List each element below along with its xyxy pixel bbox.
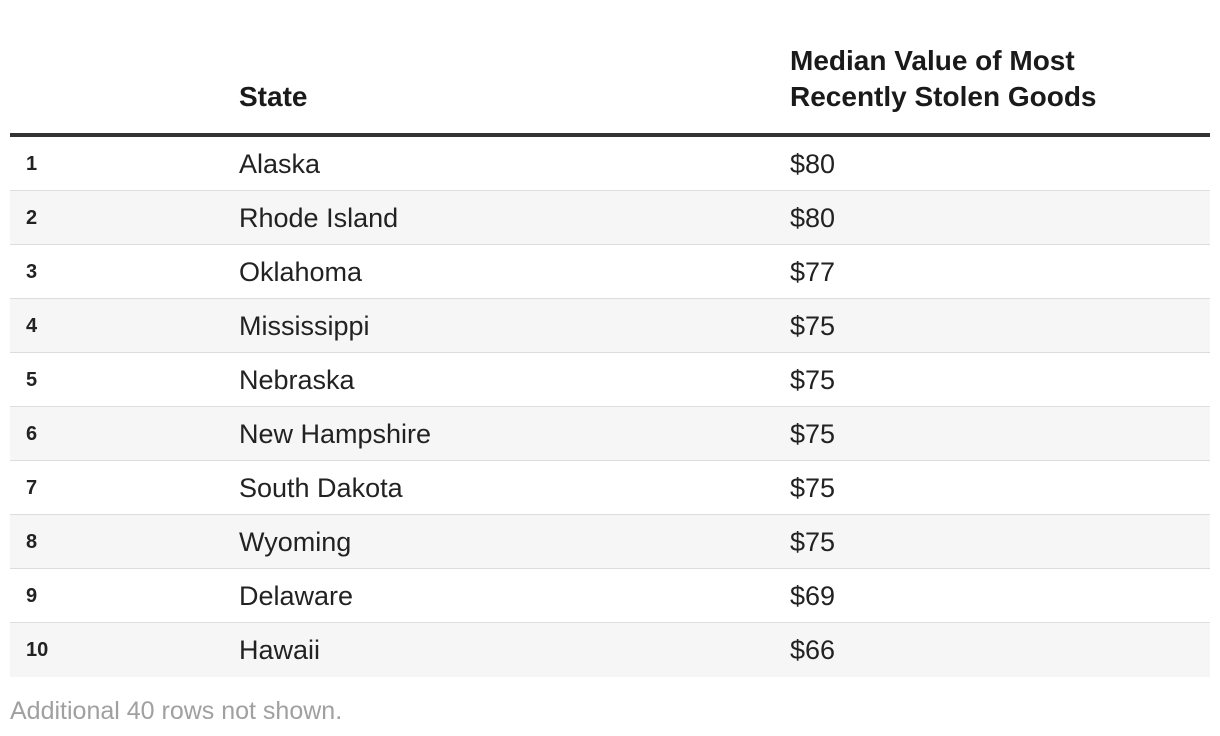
table-row: 6 New Hampshire $75	[10, 407, 1210, 461]
table-body: 1 Alaska $80 2 Rhode Island $80 3 Oklahoma $77 4 M…	[10, 137, 1210, 677]
median-value-cell: $75	[790, 311, 836, 341]
rank-cell: 1	[26, 153, 38, 175]
column-header-median-value: Median Value of Most Recently Stolen Goo…	[790, 45, 1097, 112]
table-row: 10 Hawaii $66	[10, 623, 1210, 677]
state-cell: Nebraska	[239, 365, 355, 395]
rank-cell: 7	[26, 477, 38, 499]
median-value-cell: $75	[790, 365, 836, 395]
median-value-cell: $75	[790, 527, 836, 557]
median-value-cell: $77	[790, 257, 836, 287]
rank-cell: 8	[26, 531, 38, 553]
rank-cell: 3	[26, 261, 38, 283]
table-row: 4 Mississippi $75	[10, 299, 1210, 353]
state-cell: Hawaii	[239, 635, 321, 665]
table-header: State Median Value of Most Recently Stol…	[10, 0, 1210, 137]
table-row: 7 South Dakota $75	[10, 461, 1210, 515]
rank-cell: 2	[26, 207, 38, 229]
rank-cell: 9	[26, 585, 38, 607]
state-cell: Rhode Island	[239, 203, 399, 233]
state-cell: Alaska	[239, 149, 321, 179]
table-row: 9 Delaware $69	[10, 569, 1210, 623]
median-value-cell: $75	[790, 473, 836, 503]
rank-cell: 6	[26, 423, 38, 445]
table-row: 5 Nebraska $75	[10, 353, 1210, 407]
state-cell: New Hampshire	[239, 419, 432, 449]
table-row: 3 Oklahoma $77	[10, 245, 1210, 299]
column-header-state: State	[239, 81, 308, 112]
median-value-cell: $80	[790, 203, 836, 233]
state-cell: Delaware	[239, 581, 354, 611]
footnote: Additional 40 rows not shown.	[10, 697, 343, 725]
table-row: 1 Alaska $80	[10, 137, 1210, 191]
state-cell: Mississippi	[239, 311, 370, 341]
state-cell: Wyoming	[239, 527, 352, 557]
median-value-cell: $69	[790, 581, 836, 611]
rank-cell: 4	[26, 315, 38, 337]
data-table: State Median Value of Most Recently Stol…	[10, 0, 1210, 677]
state-cell: South Dakota	[239, 473, 403, 503]
table-row: 2 Rhode Island $80	[10, 191, 1210, 245]
rank-cell: 10	[26, 639, 49, 661]
table-row: 8 Wyoming $75	[10, 515, 1210, 569]
state-cell: Oklahoma	[239, 257, 363, 287]
median-value-cell: $75	[790, 419, 836, 449]
median-value-cell: $80	[790, 149, 836, 179]
median-value-cell: $66	[790, 635, 836, 665]
rank-cell: 5	[26, 369, 38, 391]
